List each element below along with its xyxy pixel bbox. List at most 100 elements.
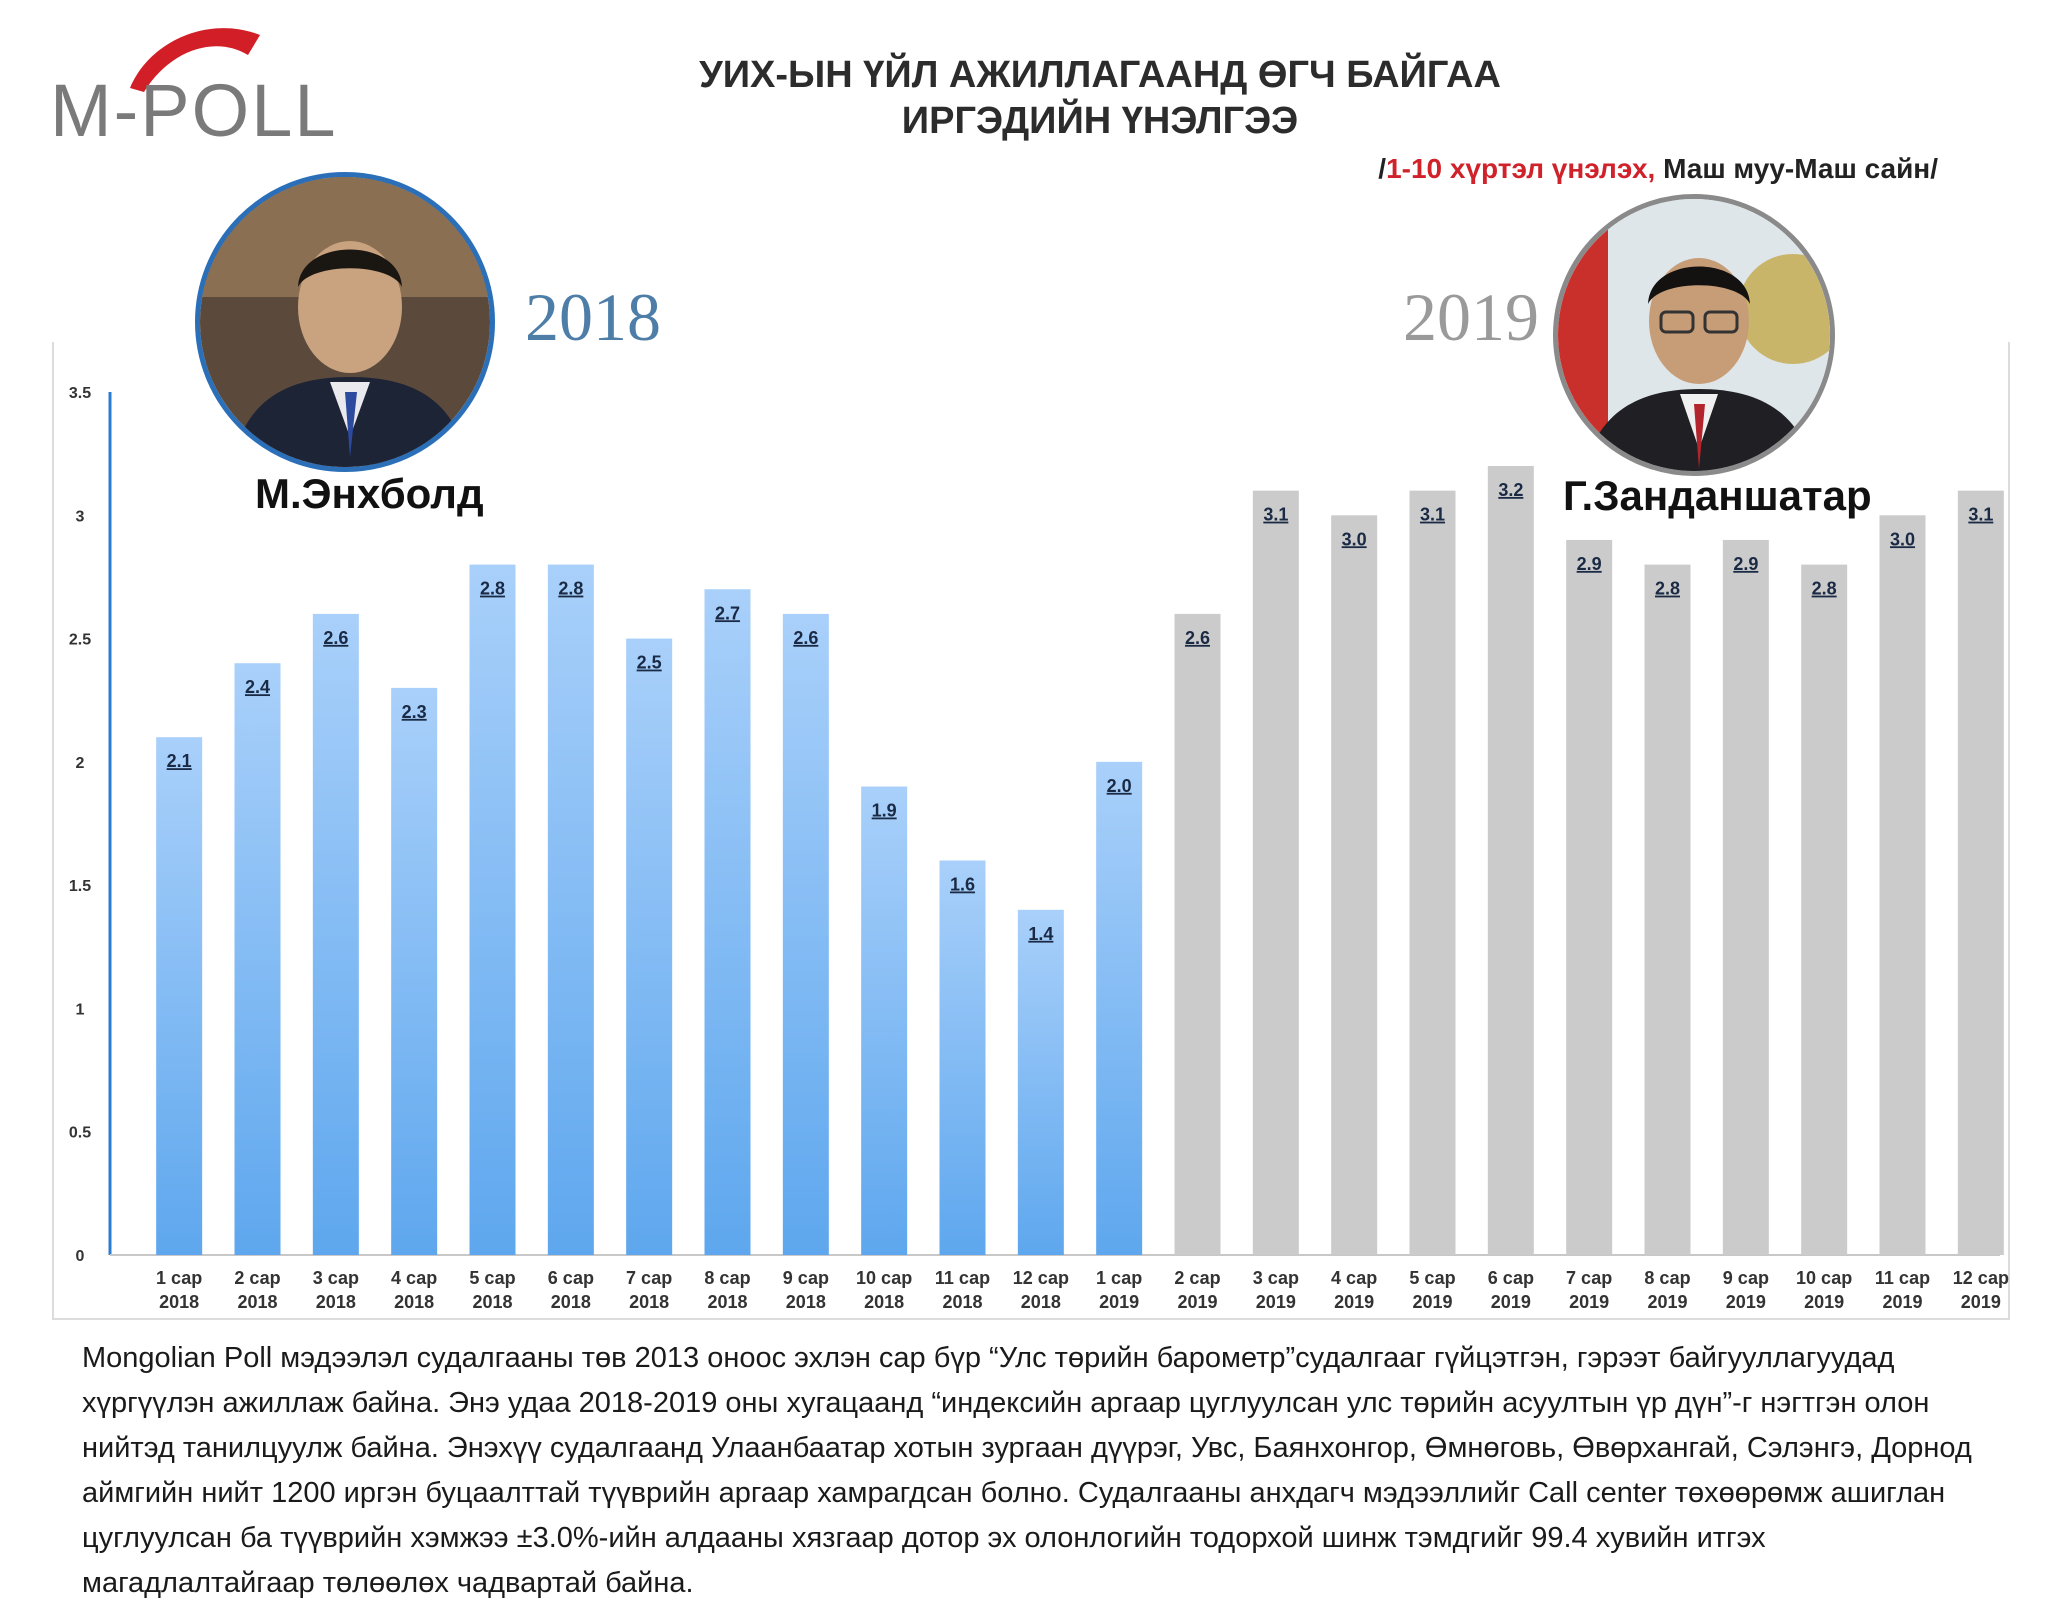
data-label: 2.8: [1812, 579, 1837, 599]
x-tick-label: 6 сар: [548, 1268, 594, 1288]
x-tick-label-year: 2019: [1099, 1292, 1139, 1312]
y-tick-label: 0.5: [69, 1125, 91, 1142]
bar: [1801, 564, 1848, 1255]
x-tick-label: 3 сар: [313, 1268, 359, 1288]
x-tick-label: 2 сар: [1174, 1268, 1220, 1288]
bar: [1174, 613, 1221, 1255]
x-tick-label: 2 сар: [234, 1268, 280, 1288]
bar: [1409, 490, 1456, 1256]
x-tick-label: 11 сар: [935, 1268, 990, 1288]
y-tick-label: 0: [76, 1248, 85, 1265]
x-tick-label: 4 сар: [1331, 1268, 1377, 1288]
chart-frame: [52, 342, 2010, 1320]
subtitle-range: Маш муу-Маш сайн/: [1663, 153, 1938, 184]
person-name-zandanshatar: Г.Занданшатар: [1563, 472, 1872, 519]
data-label: 2.8: [480, 579, 505, 599]
data-label: 2.8: [1655, 579, 1680, 599]
portrait-zandanshatar: [1553, 194, 1835, 476]
x-tick-label-year: 2019: [1726, 1292, 1766, 1312]
y-tick-label: 3.5: [69, 385, 91, 402]
data-label: 2.1: [167, 751, 192, 771]
bar: [391, 687, 438, 1255]
year-label-2018: 2018: [525, 279, 661, 355]
data-label: 2.4: [245, 677, 270, 697]
y-tick-label: 3: [76, 508, 85, 525]
data-label: 2.5: [637, 653, 662, 673]
x-tick-label-year: 2019: [1256, 1292, 1296, 1312]
data-label: 3.2: [1498, 480, 1523, 500]
bar: [1644, 564, 1691, 1255]
x-tick-label: 8 сар: [704, 1268, 750, 1288]
data-label: 2.9: [1733, 554, 1758, 574]
bar: [312, 613, 359, 1255]
person-photo-icon: [200, 177, 490, 467]
y-tick-label: 1.5: [69, 878, 91, 895]
x-tick-label: 6 сар: [1488, 1268, 1534, 1288]
chart-title: УИХ-ЫН ҮЙЛ АЖИЛЛАГААНД ӨГЧ БАЙГАА ИРГЭДИ…: [600, 52, 1600, 144]
data-label: 3.1: [1968, 505, 1993, 525]
chart-subtitle: /1-10 хүртэл үнэлэх, Маш муу-Маш сайн/: [1378, 153, 1938, 185]
x-tick-label-year: 2018: [316, 1292, 356, 1312]
x-tick-label: 8 сар: [1644, 1268, 1690, 1288]
x-tick-label-year: 2018: [394, 1292, 434, 1312]
x-tick-label-year: 2018: [159, 1292, 199, 1312]
bar: [1096, 761, 1143, 1255]
x-tick-label: 1 сар: [1096, 1268, 1142, 1288]
bar: [547, 564, 594, 1255]
data-label: 3.1: [1263, 505, 1288, 525]
bar: [626, 638, 673, 1255]
x-tick-label-year: 2019: [1882, 1292, 1922, 1312]
x-tick-label-year: 2019: [1177, 1292, 1217, 1312]
x-tick-label: 10 сар: [856, 1268, 912, 1288]
data-label: 2.6: [793, 628, 818, 648]
data-label: 3.1: [1420, 505, 1445, 525]
logo-text: M-POLL: [50, 69, 338, 152]
subtitle-scale: 1-10 хүртэл үнэлэх,: [1386, 153, 1664, 184]
bar: [1252, 490, 1299, 1256]
x-tick-label: 3 сар: [1253, 1268, 1299, 1288]
x-tick-label: 12 сар: [1013, 1268, 1069, 1288]
x-tick-label-year: 2018: [707, 1292, 747, 1312]
chart-title-line-1: УИХ-ЫН ҮЙЛ АЖИЛЛАГААНД ӨГЧ БАЙГАА: [699, 54, 1501, 96]
x-tick-label-year: 2018: [942, 1292, 982, 1312]
x-tick-label-year: 2019: [1412, 1292, 1452, 1312]
data-label: 1.4: [1028, 924, 1053, 944]
x-tick-label-year: 2019: [1647, 1292, 1687, 1312]
data-label: 2.7: [715, 603, 740, 623]
x-tick-label: 7 сар: [626, 1268, 672, 1288]
year-label-2019: 2019: [1403, 279, 1539, 355]
data-label: 2.6: [1185, 628, 1210, 648]
x-tick-label-year: 2018: [786, 1292, 826, 1312]
x-tick-label: 5 сар: [1409, 1268, 1455, 1288]
x-tick-label-year: 2019: [1804, 1292, 1844, 1312]
bar: [1957, 490, 2004, 1256]
y-tick-label: 1: [76, 1001, 85, 1018]
bar: [704, 589, 751, 1255]
x-tick-label-year: 2019: [1961, 1292, 2001, 1312]
chart-title-line-2: ИРГЭДИЙН ҮНЭЛГЭЭ: [901, 100, 1299, 142]
x-tick-label: 7 сар: [1566, 1268, 1612, 1288]
bar: [861, 786, 908, 1255]
bar-chart: 0 0.5 1 1.5 2 2.5 3 3.5 2.1 1 сар 2018 2.4 2 сар 2018…: [69, 385, 2009, 1312]
logo-swoosh-icon: [130, 28, 260, 92]
bar: [1331, 515, 1378, 1255]
x-tick-label-year: 2018: [472, 1292, 512, 1312]
bar: [234, 663, 281, 1255]
x-tick-label-year: 2019: [1334, 1292, 1374, 1312]
methodology-note: Mongolian Poll мэдээлэл судалгааны төв 2…: [82, 1342, 1972, 1599]
data-label: 2.3: [402, 702, 427, 722]
person-photo-icon: [1558, 199, 1830, 471]
data-label: 3.0: [1890, 529, 1915, 549]
x-tick-label: 9 сар: [1723, 1268, 1769, 1288]
x-tick-label-year: 2019: [1491, 1292, 1531, 1312]
data-label: 2.9: [1577, 554, 1602, 574]
x-tick-label-year: 2018: [864, 1292, 904, 1312]
data-label: 2.8: [558, 579, 583, 599]
bar: [1566, 539, 1613, 1255]
data-label: 2.0: [1107, 776, 1132, 796]
portrait-enkhbold: [195, 172, 495, 472]
x-tick-label-year: 2018: [629, 1292, 669, 1312]
y-tick-label: 2.5: [69, 632, 91, 649]
x-tick-label-year: 2018: [551, 1292, 591, 1312]
m-poll-logo: M-POLL: [40, 10, 340, 152]
